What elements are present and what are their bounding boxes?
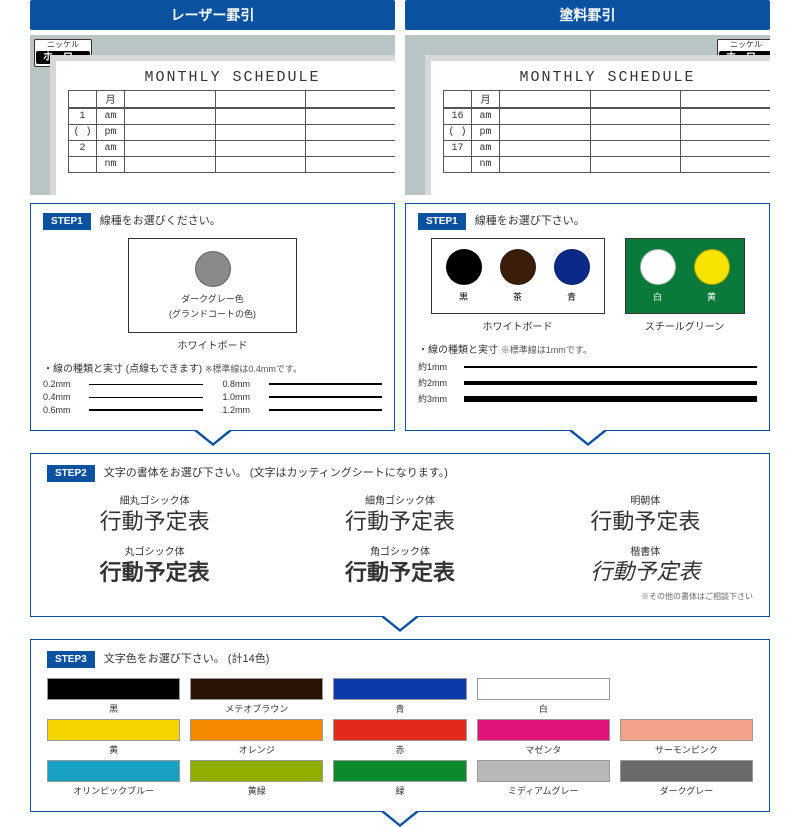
board-frame-left: MONTHLY SCHEDULE 月 1am( )pm2amnm xyxy=(50,55,395,195)
board-title-left: MONTHLY SCHEDULE xyxy=(68,69,395,86)
header-right: 塗料罫引 xyxy=(405,0,770,30)
grey-circle xyxy=(195,251,231,287)
step3-box: STEP3 文字色をお選び下さい。 (計14色) 黒メテオブラウン青白黄オレンジ… xyxy=(30,639,770,812)
right-lines: 約1mm約2mm約3mm xyxy=(418,360,757,405)
header-left: レーザー罫引 xyxy=(30,0,395,30)
font-option[interactable]: 楷書体行動予定表 xyxy=(538,543,753,586)
left-swatch-frame: ダークグレー色 (グランドコートの色) xyxy=(128,238,297,333)
step1-right-prompt: 線種をお選び下さい。 xyxy=(475,215,585,227)
step2-box: STEP2 文字の書体をお選び下さい。 (文字はカッティングシートになります。)… xyxy=(30,453,770,617)
color-grid: 黒メテオブラウン青白黄オレンジ赤マゼンタサーモンピンクオリンピックブルー黄緑緑ミ… xyxy=(47,678,753,797)
font-option[interactable]: 細丸ゴシック体行動予定表 xyxy=(47,492,262,535)
step2-label: STEP2 xyxy=(47,465,95,482)
color-option[interactable]: 黄緑 xyxy=(190,760,323,797)
color-option[interactable]: オレンジ xyxy=(190,719,323,756)
color-option[interactable]: メテオブラウン xyxy=(190,678,323,715)
step1-left-box: STEP1 線種をお選びください。 ダークグレー色 (グランドコートの色) ホワ… xyxy=(30,203,395,431)
color-option[interactable]: 白 xyxy=(477,678,610,715)
step1-row: STEP1 線種をお選びください。 ダークグレー色 (グランドコートの色) ホワ… xyxy=(0,195,800,431)
preview-right-col: 塗料罫引 ニッケル ホーロー スチール スチール MONTHLY SCHEDUL… xyxy=(405,0,770,195)
step2-prompt: 文字の書体をお選び下さい。 (文字はカッティングシートになります。) xyxy=(104,467,448,479)
color-option[interactable]: 黄 xyxy=(47,719,180,756)
board-preview-left: ニッケル ホーロー MONTHLY SCHEDULE 月 1am( )pm2am… xyxy=(30,35,395,195)
left-lines-col1: 0.2mm0.4mm0.6mm xyxy=(43,379,203,418)
color-option[interactable]: 緑 xyxy=(333,760,466,797)
color-option[interactable]: マゼンタ xyxy=(477,719,610,756)
right-swatch-row: 黒茶青 ホワイトボード 白黄 スチールグリーン xyxy=(418,238,757,333)
color-option[interactable]: 黒 xyxy=(47,678,180,715)
font-option[interactable]: 角ゴシック体行動予定表 xyxy=(292,543,507,586)
left-lines-col2: 0.8mm1.0mm1.2mm xyxy=(223,379,383,418)
top-preview-row: レーザー罫引 ニッケル ホーロー MONTHLY SCHEDULE 月 1am(… xyxy=(0,0,800,195)
color-option[interactable]: ミディアムグレー xyxy=(477,760,610,797)
step1-label-r: STEP1 xyxy=(418,213,466,230)
step1-label: STEP1 xyxy=(43,213,91,230)
mini-table-right: 月 xyxy=(443,90,770,108)
step3-label: STEP3 xyxy=(47,651,95,668)
step2-footnote: ※その他の書体はご相談下さい xyxy=(47,591,753,602)
step1-right-box: STEP1 線種をお選び下さい。 黒茶青 ホワイトボード 白黄 スチールグリーン… xyxy=(405,203,770,431)
font-option[interactable]: 明朝体行動予定表 xyxy=(538,492,753,535)
board-preview-right: ニッケル ホーロー スチール スチール MONTHLY SCHEDULE 月 1… xyxy=(405,35,770,195)
color-option[interactable]: オリンピックブルー xyxy=(47,760,180,797)
color-option[interactable]: 赤 xyxy=(333,719,466,756)
mini-table-left: 月 xyxy=(68,90,395,108)
board-frame-right: MONTHLY SCHEDULE 月 16am( )pm17amnm xyxy=(425,55,770,195)
left-board-label: ホワイトボード xyxy=(43,337,382,352)
font-option[interactable]: 丸ゴシック体行動予定表 xyxy=(47,543,262,586)
color-option[interactable]: ダークグレー xyxy=(620,760,753,797)
step1-left-prompt: 線種をお選びください。 xyxy=(100,215,221,227)
preview-left-col: レーザー罫引 ニッケル ホーロー MONTHLY SCHEDULE 月 1am(… xyxy=(30,0,395,195)
font-grid: 細丸ゴシック体行動予定表細角ゴシック体行動予定表明朝体行動予定表丸ゴシック体行動… xyxy=(47,492,753,587)
green-swatches: 白黄 xyxy=(625,238,745,314)
color-option xyxy=(620,678,753,715)
board-title-right: MONTHLY SCHEDULE xyxy=(443,69,770,86)
font-option[interactable]: 細角ゴシック体行動予定表 xyxy=(292,492,507,535)
color-option[interactable]: 青 xyxy=(333,678,466,715)
step3-prompt: 文字色をお選び下さい。 (計14色) xyxy=(104,653,270,665)
color-option[interactable]: サーモンピンク xyxy=(620,719,753,756)
whiteboard-swatches: 黒茶青 xyxy=(431,238,605,314)
